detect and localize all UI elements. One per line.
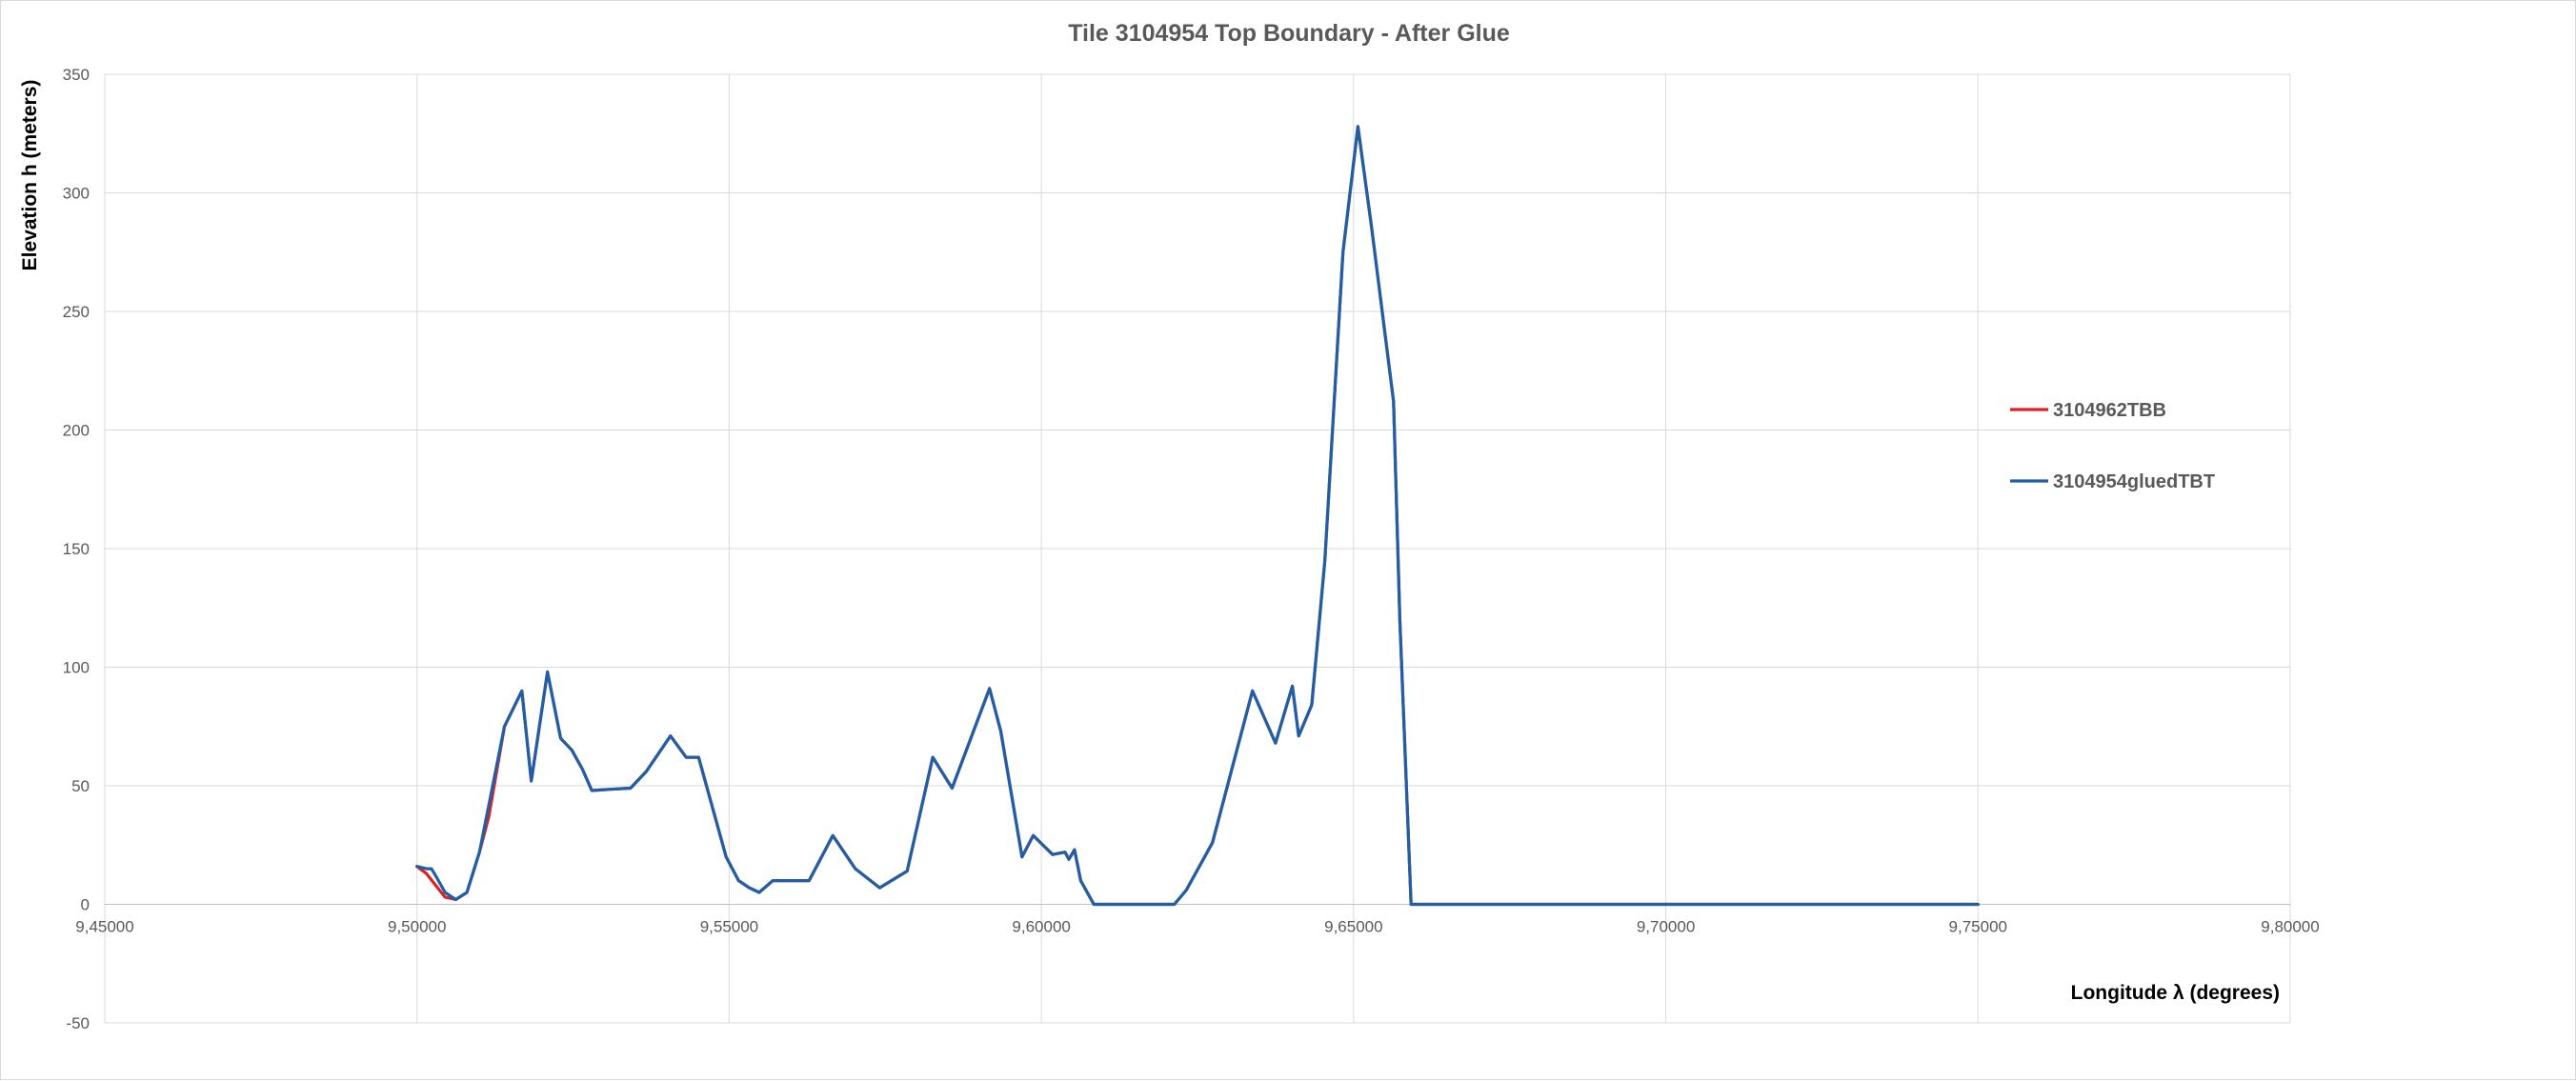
y-tick-label: -50 <box>66 1014 90 1032</box>
y-tick-label: 50 <box>71 777 90 795</box>
y-tick-label: 250 <box>63 303 90 321</box>
y-axis-title: Elevation h (meters) <box>19 80 41 271</box>
series-line-2 <box>415 125 1980 907</box>
x-tick-label: 9,50000 <box>388 918 446 936</box>
y-tick-label: 150 <box>63 540 90 558</box>
y-tick-label: 0 <box>81 896 90 914</box>
legend: 3104962TBB 3104954gluedTBT <box>2010 400 2215 492</box>
x-tick-label: 9,70000 <box>1637 918 1695 936</box>
x-tick-label: 9,55000 <box>700 918 758 936</box>
chart-title: Tile 3104954 Top Boundary - After Glue <box>1068 20 1510 47</box>
x-tick-label: 9,60000 <box>1012 918 1070 936</box>
series-line-1 <box>415 125 1980 907</box>
legend-entry: 3104962TBB <box>2053 400 2166 421</box>
y-tick-label: 350 <box>63 66 90 84</box>
y-tick-label: 100 <box>63 659 90 677</box>
x-tick-label: 9,75000 <box>1949 918 2007 936</box>
x-tick-label: 9,80000 <box>2261 918 2319 936</box>
series-layer <box>415 125 1980 907</box>
x-tick-label: 9,65000 <box>1324 918 1382 936</box>
x-axis-title: Longitude λ (degrees) <box>2071 982 2280 1004</box>
y-tick-label: 300 <box>63 185 90 203</box>
x-tick-label: 9,45000 <box>75 918 133 936</box>
y-tick-label: 200 <box>63 422 90 440</box>
legend-entry: 3104954gluedTBT <box>2053 471 2215 492</box>
tick-labels: 9,45000 9,50000 9,55000 9,60000 9,65000 9,700… <box>63 66 2320 1032</box>
grid-lines <box>104 73 2291 1024</box>
